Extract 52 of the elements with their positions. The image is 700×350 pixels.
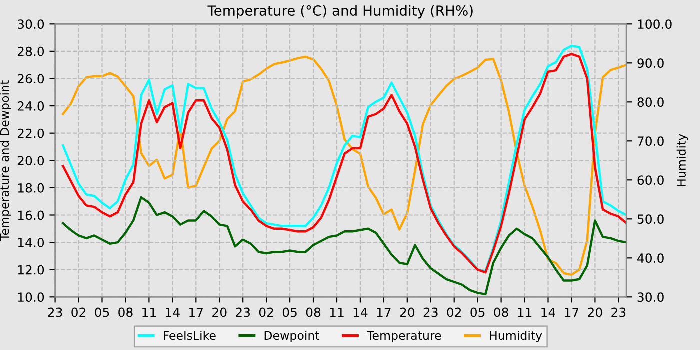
chart-title: Temperature (°C) and Humidity (RH%) (208, 5, 473, 19)
x-tick-label: 08 (306, 308, 321, 318)
x-tick-label: 02 (72, 308, 86, 318)
y-tick-label: 10.0 (18, 292, 44, 302)
x-tick-label: 14 (354, 308, 368, 318)
x-tick-label: 23 (424, 308, 438, 318)
x-tick-label: 23 (612, 308, 626, 318)
y2-tick-label: 70.0 (638, 136, 664, 146)
x-tick-label: 11 (142, 308, 156, 318)
x-tick-label: 17 (377, 308, 391, 318)
y2-tick-label: 100.0 (638, 20, 672, 30)
y2-tick-label: 60.0 (638, 176, 664, 186)
y-tick-label: 18.0 (18, 183, 44, 193)
y-tick-label: 28.0 (18, 46, 44, 56)
y2-tick-label: 80.0 (638, 98, 664, 108)
x-tick-label: 05 (95, 308, 110, 318)
x-tick-label: 23 (236, 308, 250, 318)
y2-tick-label: 90.0 (638, 58, 664, 68)
y2-tick-label: 50.0 (638, 214, 664, 224)
y-tick-label: 20.0 (18, 156, 44, 166)
x-tick-label: 08 (118, 308, 133, 318)
line-series (62, 196, 626, 296)
y2-axis-title: Humidity (676, 134, 688, 186)
x-tick-label: 17 (565, 308, 579, 318)
x-tick-label: 17 (190, 308, 204, 318)
y-tick-label: 22.0 (18, 128, 44, 138)
y-tick-label: 16.0 (18, 210, 44, 220)
x-tick-label: 20 (588, 308, 602, 318)
x-tick-label: 05 (282, 308, 297, 318)
x-tick-label: 05 (470, 308, 485, 318)
y-tick-label: 26.0 (18, 74, 44, 84)
legend-label: Temperature (367, 331, 442, 342)
x-tick-label: 08 (494, 308, 508, 318)
x-tick-label: 20 (400, 308, 415, 318)
x-tick-label: 14 (166, 308, 180, 318)
y2-tick-label: 40.0 (638, 254, 664, 264)
x-tick-label: 02 (259, 308, 274, 318)
y-tick-label: 14.0 (18, 238, 44, 248)
x-tick-label: 02 (447, 308, 462, 318)
x-tick-label: 14 (542, 308, 556, 318)
x-tick-label: 11 (330, 308, 344, 318)
x-tick-label: 20 (212, 308, 227, 318)
legend-label: FeelsLike (164, 330, 216, 340)
legend-label: Dewpoint (264, 330, 320, 342)
y-axis-title: Temperature and Dewpoint (0, 80, 12, 241)
y-tick-label: 12.0 (18, 265, 44, 275)
legend-label: Humidity (490, 330, 542, 342)
y-tick-label: 24.0 (18, 102, 44, 111)
x-tick-label: 11 (518, 308, 532, 318)
y2-tick-label: 30.0 (638, 292, 664, 302)
y-tick-label: 30.0 (18, 20, 44, 30)
x-tick-label: 23 (48, 308, 62, 318)
